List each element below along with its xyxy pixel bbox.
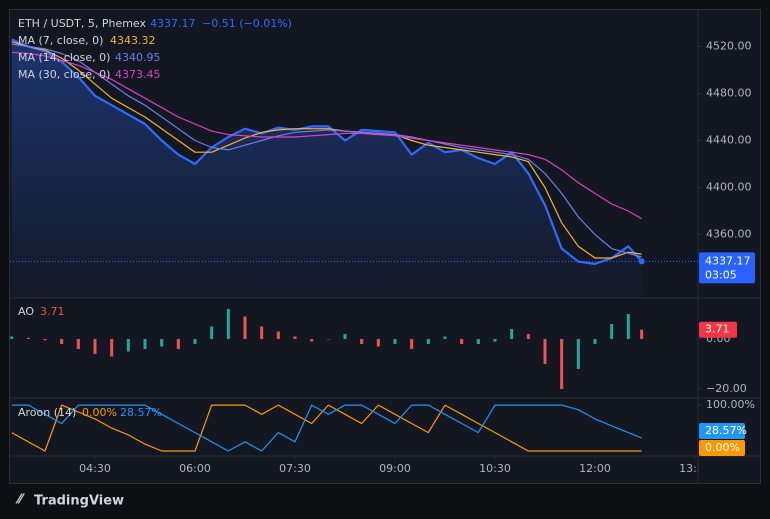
aroon-badge-value: 0.00%	[705, 441, 740, 454]
ao-bar	[526, 334, 530, 339]
ao-bar	[376, 339, 380, 347]
legend-name: MA (14, close, 0)	[18, 51, 110, 64]
brand: TradingView	[34, 494, 124, 509]
ao-bar	[60, 339, 64, 344]
ao-bar	[510, 329, 514, 339]
ao-bar	[576, 339, 580, 369]
ao-bar	[560, 339, 564, 389]
aroon-title: Aroon (14)	[18, 406, 76, 419]
y-tick-label: 4400.00	[706, 181, 752, 194]
ao-bar	[543, 339, 547, 364]
series-line	[11, 43, 642, 258]
y-tick-label: 100.00%	[706, 398, 755, 411]
price-area	[11, 39, 642, 299]
ao-bar	[26, 337, 30, 339]
ao-bar	[193, 339, 197, 344]
ao-bar	[276, 331, 280, 339]
ao-bar	[343, 334, 347, 339]
ao-bar	[160, 339, 164, 347]
series-line	[11, 41, 642, 259]
legend-name: MA (7, close, 0)	[18, 34, 103, 47]
ao-bar	[76, 339, 80, 349]
aroon-value: 0.00%	[82, 406, 117, 419]
ao-bar	[43, 339, 47, 341]
ao-bar	[460, 339, 464, 344]
legend-value: 4373.45	[115, 68, 161, 81]
ao-bar	[243, 316, 247, 339]
time-axis: 04:30 06:00 07:30 09:00 10:30 12:00 13:30	[79, 456, 711, 475]
y-tick-label: 4480.00	[706, 86, 752, 99]
ao-bar	[260, 326, 264, 339]
legend-value: 4340.95	[115, 51, 161, 64]
x-tick-label: 13:30	[679, 462, 711, 475]
ao-bar	[126, 339, 130, 352]
x-tick-label: 10:30	[479, 462, 511, 475]
legend-name: MA (30, close, 0)	[18, 68, 110, 81]
ao-bar	[426, 339, 430, 344]
price-badge-value: 4337.17	[705, 254, 751, 267]
ao-bar	[326, 339, 330, 340]
overlay: 4360.00 4400.00 4440.00 4480.00 4520.00 −20.0…	[10, 17, 755, 456]
series-line	[11, 404, 642, 452]
ao-bar	[493, 339, 497, 342]
ao-bar	[210, 326, 214, 339]
ao-bar	[143, 339, 147, 349]
aroon-badge-value: 28.57%	[705, 424, 747, 437]
ao-bar	[226, 309, 230, 339]
ao-value: 3.71	[40, 305, 65, 318]
aroon-badge	[699, 440, 745, 456]
ao-bar	[10, 336, 14, 339]
series-line	[11, 404, 642, 452]
aroon-value: 28.57%	[120, 406, 162, 419]
x-tick-label: 07:30	[279, 462, 311, 475]
ao-bar	[293, 336, 297, 339]
x-tick-label: 04:30	[79, 462, 111, 475]
series-line	[11, 38, 643, 265]
legend-value: 4343.32	[110, 34, 156, 47]
ao-bar	[393, 339, 397, 344]
ao-bar	[310, 339, 314, 342]
ao-bar	[593, 339, 597, 344]
countdown: 03:05	[705, 268, 737, 281]
plot-area	[10, 38, 644, 452]
ao-bar	[176, 339, 180, 349]
last-price-dot	[638, 258, 645, 265]
y-tick-label: 4520.00	[706, 39, 752, 52]
aroon-badge	[699, 423, 745, 439]
ao-bar	[626, 314, 630, 339]
x-tick-label: 12:00	[579, 462, 611, 475]
ao-bar	[110, 339, 114, 357]
ao-badge-value: 3.71	[705, 323, 730, 336]
x-tick-label: 06:00	[179, 462, 211, 475]
ao-title: AO	[18, 305, 34, 318]
ao-bar	[93, 339, 97, 354]
x-tick-label: 09:00	[379, 462, 411, 475]
ao-bar	[410, 339, 414, 349]
series-line	[11, 51, 642, 220]
y-tick-label: 4360.00	[706, 228, 752, 241]
price-change: −0.51 (−0.01%)	[202, 17, 292, 30]
symbol-title: ETH / USDT, 5, Phemex	[18, 17, 147, 30]
ao-bar	[443, 336, 447, 339]
y-tick-label: −20.00	[706, 382, 747, 395]
last-price: 4337.17	[150, 17, 196, 30]
ao-bar	[476, 339, 480, 344]
ao-bar	[610, 324, 614, 339]
brand-logo: ⁄⁄	[15, 493, 25, 508]
ao-bar	[640, 329, 644, 339]
ao-bar	[360, 339, 364, 344]
ao-badge	[699, 321, 737, 338]
y-tick-label: 4440.00	[706, 133, 752, 146]
price-badge	[699, 252, 755, 284]
